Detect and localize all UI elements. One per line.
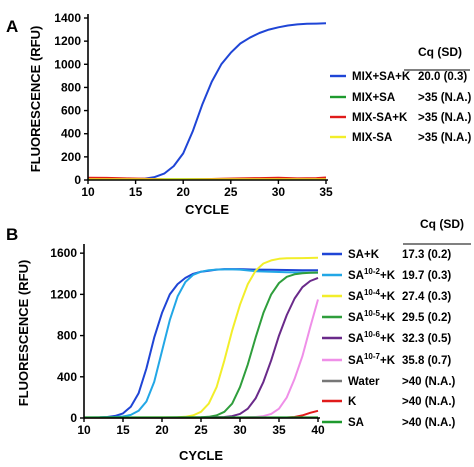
legend-series-name: SA [348, 417, 364, 429]
legend-title: Cq (SD) [420, 217, 464, 231]
series-line-mix-sa-k [88, 22, 327, 181]
y-tick-label: 600 [61, 104, 81, 118]
legend-series-name: SA+K [348, 249, 380, 261]
legend-cq-value: >35 (N.A.) [418, 132, 472, 144]
y-tick-label: 1400 [54, 11, 81, 25]
legend-name-base: SA [348, 291, 364, 303]
y-tick-label: 400 [57, 370, 77, 384]
legend-cq-value: >40 (N.A.) [402, 417, 456, 429]
x-tick-label: 15 [116, 423, 130, 437]
y-axis-title: FLUORESCENCE (RFU) [16, 260, 31, 407]
legend-name-superscript: 10-6 [364, 330, 381, 339]
x-tick-label: 20 [155, 423, 169, 437]
y-tick-label: 800 [61, 80, 81, 94]
x-tick-label: 40 [311, 423, 325, 437]
y-tick-label: 1200 [50, 287, 77, 301]
legend-series-name: Water [348, 376, 380, 388]
legend-name-base: SA [348, 417, 364, 429]
panel-label: A [6, 17, 18, 36]
x-tick-label: 35 [272, 423, 286, 437]
x-tick-label: 15 [129, 185, 143, 199]
legend-series-name: SA10-7+K [348, 352, 396, 367]
legend-name-suffix: +K [364, 249, 380, 261]
legend-title: Cq (SD) [418, 45, 462, 59]
legend-name-superscript: 10-4 [364, 288, 381, 297]
legend: Cq (SD)SA+K 17.3 (0.2)SA10-2+K 19.7 (0.3)S… [322, 217, 471, 429]
legend-name-superscript: 10-5 [364, 309, 381, 318]
y-tick-label: 200 [61, 150, 81, 164]
legend-name-superscript: 10-7 [364, 352, 381, 361]
y-tick-label: 0 [74, 173, 81, 187]
legend-series-name: MIX+SA [352, 92, 395, 104]
x-tick-label: 25 [194, 423, 208, 437]
y-axis-title: FLUORESCENCE (RFU) [28, 26, 43, 173]
y-tick-label: 1200 [54, 34, 81, 48]
legend-series-name: MIX-SA+K [352, 112, 408, 124]
legend-cq-value: >35 (N.A.) [418, 112, 472, 124]
series-line-sa10-7-k [84, 299, 319, 419]
legend-name-suffix: +K [380, 291, 396, 303]
chart-panel-a: A 10 15 20 25 30 35 0 200 400 600 800 1000 1200 1400 CY… [6, 11, 472, 217]
legend-cq-value: 20.0 (0.3) [418, 71, 467, 83]
y-tick-label: 1000 [54, 57, 81, 71]
legend-cq-value: >35 (N.A.) [418, 92, 472, 104]
series-line-sa-k [84, 268, 318, 419]
legend-name-suffix: +K [380, 355, 396, 367]
legend-name-base: SA [348, 270, 364, 282]
legend-series-name: SA10-5+K [348, 309, 396, 324]
y-tick-label: 800 [57, 329, 77, 343]
legend-cq-value: 32.3 (0.5) [402, 333, 451, 345]
legend-cq-value: 29.5 (0.2) [402, 312, 451, 324]
x-tick-label: 10 [77, 423, 91, 437]
legend-series-name: MIX+SA+K [352, 71, 411, 83]
legend-cq-value: 35.8 (0.7) [402, 355, 451, 367]
legend-name-base: SA [348, 249, 364, 261]
legend-cq-value: >40 (N.A.) [402, 376, 456, 388]
y-tick-label: 1600 [50, 246, 77, 260]
x-tick-label: 25 [224, 185, 238, 199]
x-tick-label: 30 [233, 423, 247, 437]
y-tick-label: 0 [70, 411, 77, 425]
legend-name-suffix: +K [380, 312, 396, 324]
x-axis-title: CYCLE [179, 448, 223, 463]
legend-name-base: K [348, 396, 357, 408]
legend-name-base: SA [348, 312, 364, 324]
legend-name-base: SA [348, 355, 364, 367]
legend: Cq (SD) MIX+SA+K 20.0 (0.3) MIX+SA >35 (N.A.… [330, 45, 472, 144]
series-line-sa10-2-k [83, 268, 319, 419]
legend-name-suffix: +K [380, 333, 396, 345]
legend-cq-value: >40 (N.A.) [402, 396, 456, 408]
legend-series-name: MIX-SA [352, 132, 392, 144]
panel-label: B [6, 225, 18, 244]
series-line-sa10-5-k [84, 271, 319, 419]
legend-series-name: SA10-2+K [348, 267, 396, 282]
legend-name-suffix: +K [380, 270, 396, 282]
legend-name-base: Water [348, 376, 380, 388]
series-line-sa10-4-k [84, 256, 319, 419]
legend-cq-value: 19.7 (0.3) [402, 270, 451, 282]
x-tick-label: 20 [177, 185, 191, 199]
x-tick-label: 30 [272, 185, 286, 199]
series-line-sa10-6-k [84, 276, 319, 419]
legend-series-name: K [348, 396, 357, 408]
legend-series-name: SA10-4+K [348, 288, 396, 303]
legend-series-name: SA10-6+K [348, 330, 396, 345]
legend-cq-value: 17.3 (0.2) [402, 249, 451, 261]
x-tick-label: 35 [319, 185, 333, 199]
y-tick-label: 400 [61, 127, 81, 141]
chart-panel-b: B10 15 20 25 30 35 40040080012001600CYCLEFLUOR… [6, 217, 471, 463]
x-axis-title: CYCLE [185, 202, 229, 217]
legend-cq-value: 27.4 (0.3) [402, 291, 451, 303]
x-tick-label: 10 [81, 185, 95, 199]
legend-name-superscript: 10-2 [364, 267, 381, 276]
legend-name-base: SA [348, 333, 364, 345]
